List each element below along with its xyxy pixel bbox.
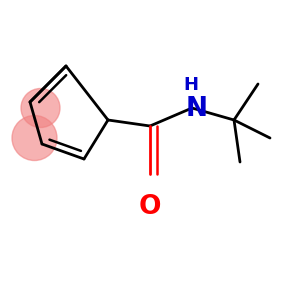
Text: N: N bbox=[185, 97, 208, 122]
Circle shape bbox=[12, 116, 57, 160]
Text: H: H bbox=[183, 76, 198, 94]
Text: O: O bbox=[139, 194, 161, 220]
Circle shape bbox=[21, 88, 60, 128]
